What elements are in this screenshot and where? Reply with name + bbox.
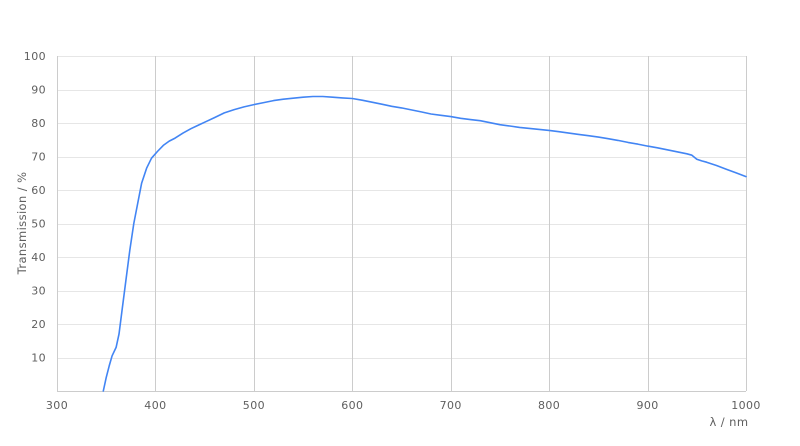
y-tick-label: 20 xyxy=(31,318,46,331)
x-tick-label: 800 xyxy=(538,399,560,412)
x-tick-label: 500 xyxy=(243,399,265,412)
x-tick-label: 600 xyxy=(341,399,363,412)
y-tick-label: 80 xyxy=(31,117,46,130)
y-tick-label: 50 xyxy=(31,218,46,231)
y-axis-title: Transmission / % xyxy=(15,172,29,276)
x-tick-label: 300 xyxy=(46,399,68,412)
x-tick-label: 1000 xyxy=(731,399,761,412)
y-tick-label: 30 xyxy=(31,285,46,298)
x-axis-title: λ / nm xyxy=(710,415,749,429)
x-tick-label: 900 xyxy=(636,399,658,412)
y-tick-label: 10 xyxy=(31,352,46,365)
horizontal-gridlines xyxy=(57,56,746,359)
y-tick-label: 70 xyxy=(31,151,46,164)
vertical-gridlines xyxy=(57,56,747,391)
x-tick-labels: 300 400 500 600 700 800 900 1000 xyxy=(46,399,761,412)
x-tick-label: 400 xyxy=(144,399,166,412)
series-line xyxy=(102,95,747,392)
y-tick-label: 100 xyxy=(24,50,46,63)
y-tick-label: 60 xyxy=(31,184,46,197)
y-tick-label: 90 xyxy=(31,84,46,97)
x-tick-label: 700 xyxy=(440,399,462,412)
y-tick-labels: 10 20 30 40 50 60 70 80 90 100 xyxy=(24,50,46,365)
y-tick-label: 40 xyxy=(31,251,46,264)
